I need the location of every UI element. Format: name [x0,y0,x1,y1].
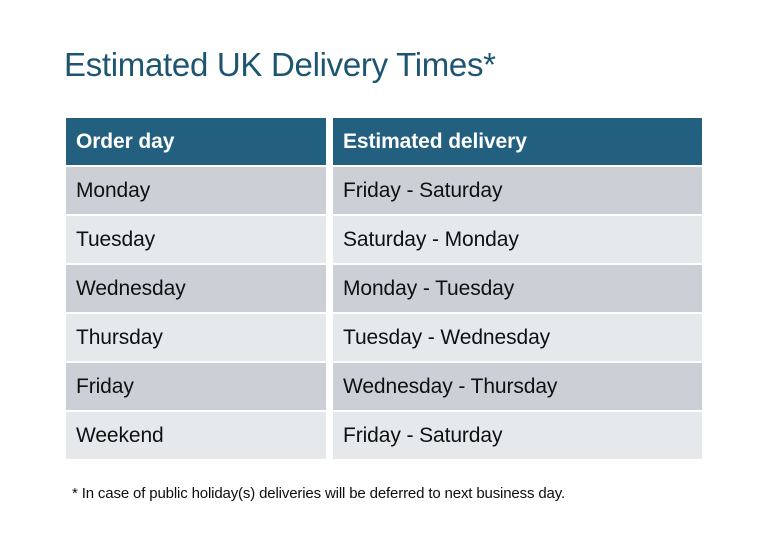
table-row: Tuesday Saturday - Monday [66,216,702,263]
footnote-text: * In case of public holiday(s) deliverie… [72,485,565,502]
cell-estimated-delivery: Wednesday - Thursday [333,363,702,410]
cell-order-day: Monday [66,167,326,214]
cell-estimated-delivery: Friday - Saturday [333,412,702,459]
table-header-row: Order day Estimated delivery [66,118,702,165]
cell-order-day: Tuesday [66,216,326,263]
cell-order-day: Thursday [66,314,326,361]
table-row: Weekend Friday - Saturday [66,412,702,459]
cell-estimated-delivery: Tuesday - Wednesday [333,314,702,361]
table-row: Thursday Tuesday - Wednesday [66,314,702,361]
cell-order-day: Weekend [66,412,326,459]
cell-order-day: Friday [66,363,326,410]
cell-estimated-delivery: Monday - Tuesday [333,265,702,312]
table-row: Friday Wednesday - Thursday [66,363,702,410]
column-header-estimated-delivery: Estimated delivery [333,118,702,165]
cell-estimated-delivery: Friday - Saturday [333,167,702,214]
page-title: Estimated UK Delivery Times* [64,46,496,83]
table-row: Monday Friday - Saturday [66,167,702,214]
delivery-times-table: Order day Estimated delivery Monday Frid… [66,118,702,459]
cell-order-day: Wednesday [66,265,326,312]
table-row: Wednesday Monday - Tuesday [66,265,702,312]
cell-estimated-delivery: Saturday - Monday [333,216,702,263]
column-header-order-day: Order day [66,118,326,165]
